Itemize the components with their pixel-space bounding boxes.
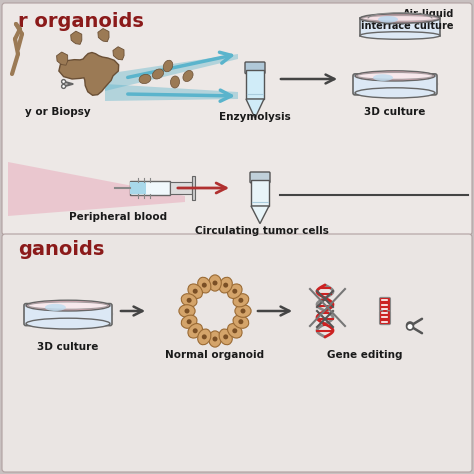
Circle shape [187, 298, 191, 303]
Text: Peripheral blood: Peripheral blood [69, 212, 167, 222]
Ellipse shape [360, 14, 440, 23]
Circle shape [407, 322, 413, 329]
Ellipse shape [183, 71, 193, 82]
FancyBboxPatch shape [353, 74, 437, 95]
Text: Circulating tumor cells: Circulating tumor cells [195, 226, 329, 236]
Ellipse shape [355, 77, 439, 91]
Ellipse shape [181, 294, 197, 307]
Ellipse shape [378, 16, 398, 23]
Ellipse shape [373, 74, 393, 81]
Circle shape [193, 289, 198, 294]
Polygon shape [98, 28, 109, 42]
Circle shape [184, 309, 190, 313]
Circle shape [223, 334, 228, 339]
Circle shape [187, 319, 191, 324]
Ellipse shape [233, 315, 249, 328]
Circle shape [202, 334, 207, 339]
Circle shape [193, 328, 198, 333]
Text: Normal organoid: Normal organoid [165, 350, 264, 360]
Ellipse shape [360, 32, 440, 39]
Ellipse shape [355, 88, 435, 98]
FancyBboxPatch shape [380, 297, 391, 311]
Ellipse shape [219, 329, 232, 345]
Ellipse shape [235, 305, 251, 317]
Circle shape [238, 319, 243, 324]
Ellipse shape [139, 74, 151, 83]
Text: 3D culture: 3D culture [365, 107, 426, 117]
Polygon shape [113, 47, 124, 60]
Ellipse shape [26, 318, 110, 329]
Circle shape [223, 283, 228, 288]
FancyBboxPatch shape [24, 304, 112, 326]
Circle shape [407, 323, 413, 330]
Polygon shape [130, 182, 146, 194]
Ellipse shape [362, 16, 438, 21]
Text: Gene editing: Gene editing [327, 350, 403, 360]
Polygon shape [8, 162, 185, 216]
Ellipse shape [209, 331, 221, 347]
Ellipse shape [355, 71, 435, 81]
Text: Enzymolysis: Enzymolysis [219, 112, 291, 122]
Ellipse shape [209, 275, 221, 291]
Ellipse shape [188, 284, 202, 299]
Polygon shape [59, 53, 118, 95]
Ellipse shape [26, 307, 114, 321]
Ellipse shape [188, 324, 202, 338]
Circle shape [240, 309, 246, 313]
Text: r organoids: r organoids [18, 12, 144, 31]
Polygon shape [130, 181, 170, 195]
Circle shape [232, 289, 237, 294]
FancyBboxPatch shape [2, 3, 472, 235]
FancyBboxPatch shape [245, 62, 265, 73]
Ellipse shape [228, 284, 242, 299]
Polygon shape [251, 206, 269, 224]
Text: 3D culture: 3D culture [37, 342, 99, 352]
Ellipse shape [228, 324, 242, 338]
Ellipse shape [233, 294, 249, 307]
Ellipse shape [153, 69, 164, 79]
Ellipse shape [198, 277, 211, 293]
Circle shape [202, 283, 207, 288]
Bar [360, 18, 440, 36]
Ellipse shape [181, 315, 197, 328]
Ellipse shape [219, 277, 232, 293]
Ellipse shape [383, 310, 387, 313]
Ellipse shape [26, 300, 110, 311]
Text: Air-liquid
interface culture: Air-liquid interface culture [362, 9, 454, 31]
Circle shape [238, 298, 243, 303]
Ellipse shape [179, 305, 195, 317]
Polygon shape [246, 99, 264, 118]
Polygon shape [170, 182, 192, 194]
Ellipse shape [171, 76, 180, 88]
Polygon shape [105, 84, 238, 101]
Polygon shape [192, 176, 195, 200]
Polygon shape [71, 31, 82, 45]
Circle shape [62, 80, 65, 83]
Ellipse shape [163, 60, 173, 72]
Polygon shape [105, 54, 238, 91]
Ellipse shape [198, 329, 211, 345]
Ellipse shape [28, 302, 108, 309]
Ellipse shape [45, 304, 66, 311]
Ellipse shape [357, 73, 433, 79]
FancyBboxPatch shape [2, 234, 472, 472]
Bar [246, 70, 264, 99]
Text: ganoids: ganoids [18, 240, 104, 259]
FancyBboxPatch shape [250, 172, 270, 183]
Bar [251, 180, 269, 206]
Polygon shape [56, 52, 68, 65]
Text: y or Biopsy: y or Biopsy [25, 107, 91, 117]
Circle shape [62, 84, 65, 88]
Circle shape [232, 328, 237, 333]
Circle shape [212, 337, 218, 341]
Circle shape [212, 281, 218, 285]
FancyBboxPatch shape [380, 310, 391, 325]
